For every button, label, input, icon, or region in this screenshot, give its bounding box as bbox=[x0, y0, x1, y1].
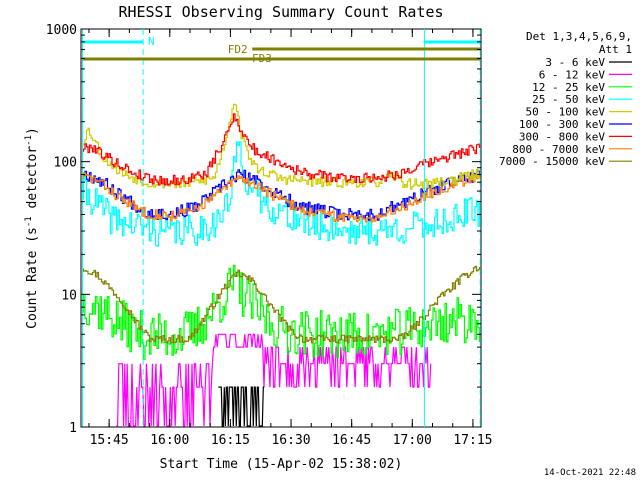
legend-label-50-100-kev: 50 - 100 keV bbox=[526, 106, 606, 119]
x-tick-label: 16:30 bbox=[271, 433, 310, 448]
plot-frame bbox=[80, 28, 482, 428]
series-6-12-kev bbox=[116, 333, 432, 427]
y-tick-label: 10 bbox=[61, 288, 77, 303]
legend-header-line-1: Det 1,3,4,5,6,9, bbox=[526, 30, 632, 43]
series-25-50-kev bbox=[82, 141, 481, 247]
legend-label-25-50-kev: 25 - 50 keV bbox=[532, 93, 605, 106]
series-12-25-kev bbox=[82, 264, 481, 360]
night-label: N bbox=[148, 35, 155, 48]
y-tick-label: 1 bbox=[69, 421, 77, 436]
fd3-label: FD3 bbox=[252, 52, 272, 65]
series-100-300-kev bbox=[82, 169, 481, 221]
series-50-100-kev bbox=[82, 103, 481, 190]
annotation-layer: N FD2 FD3 bbox=[81, 29, 481, 427]
legend-label-7000-15000-kev: 7000 - 15000 keV bbox=[499, 155, 605, 168]
series-layer bbox=[82, 103, 481, 427]
y-tick-label: 100 bbox=[54, 156, 77, 171]
series-300-800-kev bbox=[82, 113, 481, 186]
x-axis-label: Start Time (15-Apr-02 15:38:02) bbox=[160, 457, 403, 472]
y-tick-label: 1000 bbox=[46, 23, 77, 38]
x-tick-label: 17:00 bbox=[393, 433, 432, 448]
series-800-7000-kev bbox=[82, 172, 481, 223]
legend-label-3-6-kev: 3 - 6 keV bbox=[545, 56, 605, 69]
fd2-label: FD2 bbox=[228, 43, 248, 56]
x-tick-label: 15:45 bbox=[90, 433, 129, 448]
axis-layer: 15:45 16:00 16:15 16:30 16:45 17:00 17:15 1 10 10… bbox=[46, 23, 493, 448]
y-axis-label: Count Rate (s-1 detector-1) bbox=[24, 127, 40, 329]
legend-header-line-2: Att 1 bbox=[599, 43, 632, 56]
series-7000-15000-kev bbox=[82, 265, 481, 344]
x-tick-label: 16:15 bbox=[211, 433, 250, 448]
x-tick-label: 16:00 bbox=[150, 433, 189, 448]
legend-label-800-7000-kev: 800 - 7000 keV bbox=[512, 143, 605, 156]
legend-label-300-800-kev: 300 - 800 keV bbox=[519, 130, 605, 143]
legend-label-100-300-kev: 100 - 300 keV bbox=[519, 118, 605, 131]
legend-label-6-12-kev: 6 - 12 keV bbox=[539, 68, 606, 81]
legend-label-12-25-kev: 12 - 25 keV bbox=[532, 81, 605, 94]
series-3-6-kev bbox=[218, 386, 265, 427]
chart-title: RHESSI Observing Summary Count Rates bbox=[118, 3, 443, 21]
x-tick-label: 16:45 bbox=[332, 433, 371, 448]
x-tick-label: 17:15 bbox=[453, 433, 492, 448]
footer-timestamp: 14-Oct-2021 22:48 bbox=[544, 468, 636, 478]
